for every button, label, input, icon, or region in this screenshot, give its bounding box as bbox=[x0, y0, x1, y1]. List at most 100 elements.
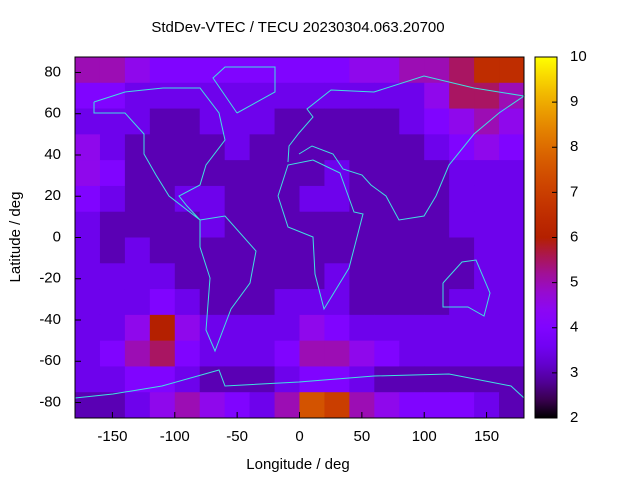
cell bbox=[324, 160, 350, 187]
coastlines bbox=[74, 66, 526, 399]
cell bbox=[299, 392, 325, 419]
cell bbox=[75, 263, 101, 290]
y-tick-label: -60 bbox=[39, 352, 61, 369]
cell bbox=[399, 134, 425, 161]
cell bbox=[449, 211, 475, 238]
y-tick-label: 60 bbox=[44, 105, 61, 122]
cell bbox=[174, 160, 201, 187]
cell bbox=[274, 289, 300, 316]
cell bbox=[299, 314, 325, 342]
cell bbox=[174, 314, 201, 342]
cell bbox=[399, 160, 425, 187]
cell bbox=[324, 314, 350, 342]
cell bbox=[249, 366, 276, 393]
cell bbox=[224, 160, 251, 187]
colorbar-tick-label: 6 bbox=[570, 228, 578, 245]
cell bbox=[474, 134, 500, 161]
cell bbox=[99, 314, 126, 342]
cell bbox=[174, 57, 201, 84]
heatmap bbox=[75, 57, 525, 419]
cell bbox=[424, 314, 450, 342]
cell bbox=[399, 289, 425, 316]
cell bbox=[349, 185, 375, 213]
cell bbox=[75, 289, 101, 316]
chart-title: StdDev-VTEC / TECU 20230304.063.20700 bbox=[151, 19, 444, 36]
cell bbox=[299, 134, 325, 161]
cell bbox=[274, 263, 300, 290]
cell bbox=[449, 314, 475, 342]
cell bbox=[499, 134, 525, 161]
cell bbox=[399, 366, 425, 393]
cell bbox=[75, 314, 101, 342]
y-axis-label: Latitude / deg bbox=[7, 192, 24, 283]
cell bbox=[399, 82, 425, 110]
cell bbox=[449, 57, 475, 84]
cell bbox=[149, 314, 176, 342]
cell bbox=[99, 289, 126, 316]
cell bbox=[474, 57, 500, 84]
cell bbox=[249, 237, 276, 264]
cell bbox=[424, 108, 450, 135]
cell bbox=[99, 366, 126, 393]
cell bbox=[174, 392, 201, 419]
cell bbox=[449, 185, 475, 213]
cell bbox=[149, 263, 176, 290]
cell bbox=[249, 211, 276, 238]
cell bbox=[174, 237, 201, 264]
cell bbox=[399, 340, 425, 367]
cell bbox=[374, 392, 400, 419]
cell bbox=[224, 263, 251, 290]
cell bbox=[99, 160, 126, 187]
cell bbox=[149, 211, 176, 238]
cell bbox=[274, 108, 300, 135]
cell bbox=[274, 392, 300, 419]
cell bbox=[124, 211, 151, 238]
cell bbox=[75, 160, 101, 187]
cell bbox=[349, 263, 375, 290]
cell bbox=[249, 134, 276, 161]
cell bbox=[149, 108, 176, 135]
cell bbox=[349, 289, 375, 316]
x-tick-label: -150 bbox=[97, 428, 127, 445]
coastline bbox=[74, 369, 525, 399]
cell bbox=[299, 185, 325, 213]
cell bbox=[374, 134, 400, 161]
cell bbox=[149, 82, 176, 110]
cell bbox=[449, 160, 475, 187]
cell bbox=[249, 160, 276, 187]
cell bbox=[374, 263, 400, 290]
y-tick-label: -80 bbox=[39, 393, 61, 410]
cell bbox=[349, 340, 375, 367]
cell bbox=[349, 134, 375, 161]
cell bbox=[324, 185, 350, 213]
cell bbox=[299, 108, 325, 135]
cell bbox=[124, 263, 151, 290]
cell bbox=[124, 392, 151, 419]
cell bbox=[124, 314, 151, 342]
cell bbox=[75, 237, 101, 264]
colorbar-tick-label: 8 bbox=[570, 138, 578, 155]
colorbar-tick-label: 10 bbox=[570, 48, 587, 65]
cell bbox=[399, 263, 425, 290]
cell bbox=[149, 57, 176, 84]
cell bbox=[124, 340, 151, 367]
cell bbox=[324, 134, 350, 161]
coastline bbox=[442, 259, 491, 317]
cell bbox=[474, 289, 500, 316]
cell bbox=[199, 289, 226, 316]
cell bbox=[99, 340, 126, 367]
cell bbox=[474, 185, 500, 213]
cell bbox=[499, 289, 525, 316]
cell bbox=[324, 211, 350, 238]
cell bbox=[374, 237, 400, 264]
cell bbox=[324, 340, 350, 367]
cell bbox=[349, 57, 375, 84]
cell bbox=[99, 185, 126, 213]
cell bbox=[174, 134, 201, 161]
cell bbox=[374, 160, 400, 187]
cell bbox=[75, 366, 101, 393]
cell bbox=[75, 340, 101, 367]
cell bbox=[149, 289, 176, 316]
cell bbox=[499, 57, 525, 84]
cell bbox=[75, 185, 101, 213]
